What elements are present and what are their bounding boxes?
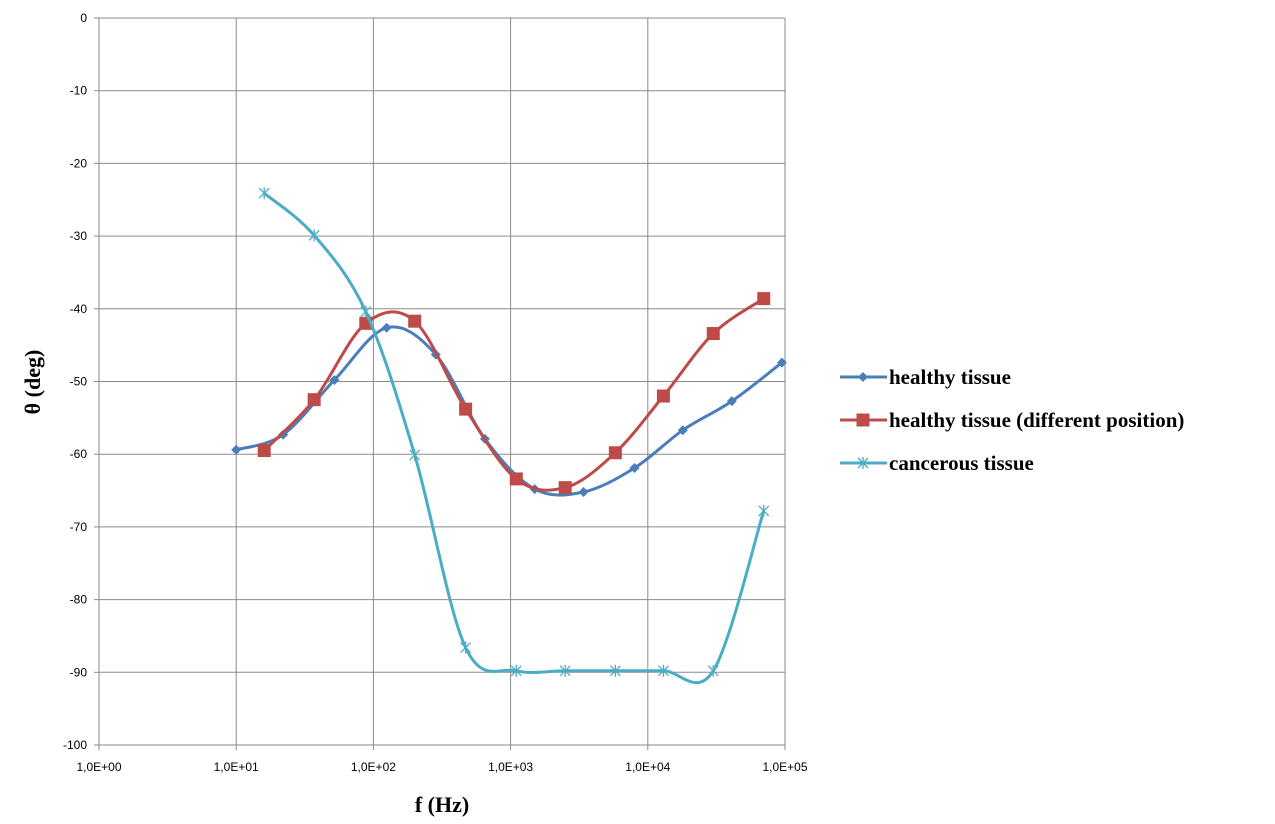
- data-point: [677, 425, 688, 436]
- data-point: [656, 389, 670, 403]
- data-point: [706, 327, 720, 341]
- data-point: [757, 292, 771, 306]
- data-point: [231, 444, 242, 455]
- data-point: [257, 444, 271, 458]
- y-tick-label: -30: [70, 229, 88, 243]
- x-axis-title: f (Hz): [415, 792, 469, 817]
- legend-marker: [857, 457, 869, 469]
- legend-item: cancerous tissue: [840, 451, 1034, 475]
- series-line: [263, 192, 766, 685]
- y-tick-label: -90: [70, 665, 88, 679]
- legend-item: healthy tissue: [840, 365, 1011, 389]
- data-point: [460, 641, 472, 654]
- y-tick-label: -60: [70, 447, 88, 461]
- x-tick-label: 1,0E+03: [488, 760, 533, 774]
- y-axis-title: θ (deg): [20, 350, 45, 415]
- series-healthy-tissue-different-position: [257, 292, 771, 495]
- data-point: [307, 393, 321, 407]
- series-group: [231, 187, 787, 685]
- data-point: [609, 664, 621, 677]
- x-tick-label: 1,0E+02: [351, 760, 396, 774]
- legend: healthy tissue healthy tissue (different …: [840, 365, 1184, 475]
- data-point: [381, 322, 392, 333]
- data-point: [360, 305, 372, 318]
- data-point: [558, 481, 572, 495]
- data-point: [509, 472, 523, 486]
- y-tick-label: -40: [70, 302, 88, 316]
- data-point: [459, 402, 473, 416]
- y-tick-label: -70: [70, 520, 88, 534]
- data-point: [707, 664, 719, 677]
- legend-marker: [858, 372, 868, 382]
- data-point: [608, 446, 622, 460]
- y-tick-label: -80: [70, 593, 88, 607]
- series-cancerous-tissue: [258, 187, 770, 685]
- x-tick-label: 1,0E+00: [76, 760, 121, 774]
- axes: [94, 17, 786, 750]
- data-point: [258, 187, 270, 200]
- y-tick-labels: 0 -10 -20 -30 -40 -50 -60 -70 -80 -90 -100: [63, 11, 87, 752]
- data-point: [329, 375, 340, 386]
- y-tick-label: -100: [63, 738, 87, 752]
- data-point: [776, 357, 787, 368]
- legend-marker: [856, 413, 870, 427]
- x-tick-label: 1,0E+05: [762, 760, 807, 774]
- data-point: [758, 504, 770, 517]
- legend-label: healthy tissue: [889, 365, 1011, 389]
- x-tick-labels: 1,0E+00 1,0E+01 1,0E+02 1,0E+03 1,0E+04 1,0E+…: [76, 760, 807, 774]
- x-tick-label: 1,0E+04: [625, 760, 670, 774]
- data-point: [726, 396, 737, 407]
- data-point: [510, 664, 522, 677]
- legend-label: healthy tissue (different position): [889, 408, 1184, 432]
- x-tick-label: 1,0E+01: [214, 760, 259, 774]
- y-tick-label: -50: [70, 375, 88, 389]
- data-point: [629, 463, 640, 474]
- y-tick-label: 0: [80, 11, 87, 25]
- data-point: [409, 448, 421, 461]
- data-point: [308, 229, 320, 242]
- series-line: [263, 297, 765, 492]
- y-tick-label: -20: [70, 156, 88, 170]
- data-point: [657, 664, 669, 677]
- data-point: [408, 314, 422, 328]
- legend-item: healthy tissue (different position): [840, 408, 1184, 432]
- data-point: [559, 664, 571, 677]
- legend-label: cancerous tissue: [889, 451, 1034, 475]
- y-tick-label: -10: [70, 84, 88, 98]
- data-point: [578, 487, 589, 498]
